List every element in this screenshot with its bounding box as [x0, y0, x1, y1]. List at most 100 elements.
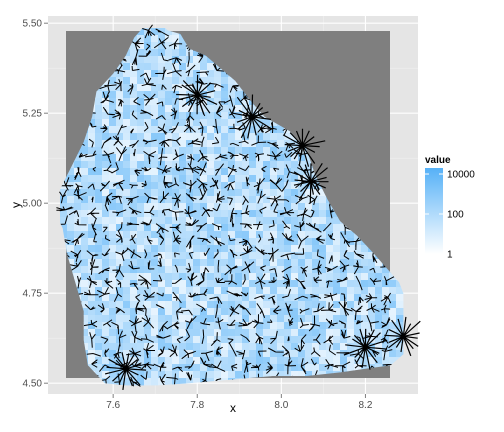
heatmap-tile: [214, 105, 222, 113]
heatmap-tile: [319, 266, 327, 274]
heatmap-tile: [95, 301, 103, 309]
heatmap-tile: [319, 350, 327, 358]
heatmap-tile: [172, 266, 180, 274]
heatmap-tile: [144, 119, 152, 127]
spoke-glyph: [381, 304, 391, 314]
heatmap-tile: [270, 147, 278, 155]
heatmap-tile: [81, 224, 89, 232]
heatmap-tile: [144, 182, 152, 190]
spoke-glyph: [270, 330, 278, 345]
heatmap-tile: [81, 252, 89, 260]
heatmap-tile: [340, 308, 348, 316]
spoke-glyph: [310, 209, 315, 218]
heatmap-tile: [228, 294, 236, 302]
heatmap-tile: [116, 294, 124, 302]
heatmap-tile: [151, 287, 159, 295]
spoke-glyph: [185, 262, 192, 273]
heatmap-tile: [123, 154, 131, 162]
spoke-glyph: [129, 282, 139, 290]
heatmap-tile: [270, 189, 278, 197]
heatmap-tile: [81, 294, 89, 302]
heatmap-tile: [137, 329, 145, 337]
spoke-glyph: [133, 148, 136, 157]
heatmap-tile: [221, 273, 229, 281]
heatmap-tile: [123, 343, 131, 351]
heatmap-tile: [228, 189, 236, 197]
spoke-glyph: [86, 250, 99, 264]
heatmap-tile: [396, 301, 404, 309]
heatmap-tile: [144, 364, 152, 372]
heatmap-tile: [326, 350, 334, 358]
heatmap-tile: [130, 77, 138, 85]
spoke-glyph: [188, 292, 199, 298]
heatmap-tile: [200, 315, 208, 323]
heatmap-tile: [144, 189, 152, 197]
heatmap-tile: [179, 329, 187, 337]
heatmap-tile: [144, 175, 152, 183]
spoke-glyph: [174, 264, 179, 273]
spoke-glyph: [104, 204, 109, 212]
spoke-glyph: [281, 179, 289, 193]
heatmap-tile: [151, 245, 159, 253]
heatmap-tile: [130, 210, 138, 218]
heatmap-tile: [137, 42, 145, 50]
spoke-glyph: [163, 175, 173, 189]
spoke-glyph: [267, 141, 280, 149]
spoke-glyph: [99, 180, 110, 192]
heatmap-tile: [263, 280, 271, 288]
heatmap-tile: [291, 301, 299, 309]
spoke-glyph: [358, 296, 364, 306]
heatmap-tile: [179, 245, 187, 253]
heatmap-tile: [179, 189, 187, 197]
spoke-glyph: [103, 164, 113, 174]
heatmap-tile: [319, 245, 327, 253]
heatmap-tile: [291, 161, 299, 169]
heatmap-tile: [165, 245, 173, 253]
heatmap-tile: [137, 91, 145, 99]
spoke-glyph: [128, 376, 141, 387]
heatmap-tile: [165, 196, 173, 204]
heatmap-tile: [123, 301, 131, 309]
heatmap-tile: [305, 217, 313, 225]
heatmap-tile: [319, 287, 327, 295]
spoke-glyph: [146, 235, 153, 245]
heatmap-tile: [200, 161, 208, 169]
heatmap-tile: [144, 105, 152, 113]
heatmap-tile: [319, 210, 327, 218]
heatmap-tile: [214, 280, 222, 288]
heatmap-tile: [312, 189, 320, 197]
heatmap-tile: [375, 357, 383, 365]
heatmap-tile: [207, 273, 215, 281]
spoke-glyph: [251, 314, 264, 329]
heatmap-tile: [109, 357, 117, 365]
spoke-glyph: [113, 64, 126, 75]
heatmap-tile: [158, 42, 166, 50]
spoke-glyph: [240, 223, 253, 230]
heatmap-tile: [172, 273, 180, 281]
heatmap-tile: [207, 210, 215, 218]
spoke-glyph: [185, 235, 195, 249]
heatmap-tile: [291, 329, 299, 337]
spoke-glyph: [199, 357, 213, 368]
spoke-glyph: [268, 232, 274, 244]
heatmap-tile: [81, 196, 89, 204]
heatmap-tile: [88, 126, 96, 134]
heatmap-tile: [277, 147, 285, 155]
heatmap-tile: [144, 203, 152, 211]
heatmap-tile: [67, 252, 75, 260]
spoke-glyph: [135, 301, 145, 314]
heatmap-tile: [130, 70, 138, 78]
heatmap-tile: [235, 98, 243, 106]
heatmap-tile: [81, 245, 89, 253]
heatmap-tile: [102, 119, 110, 127]
heatmap-tile: [137, 231, 145, 239]
heatmap-tile: [165, 378, 173, 386]
spoke-glyph: [350, 305, 363, 321]
heatmap-tile: [151, 189, 159, 197]
heatmap-tile: [347, 266, 355, 274]
heatmap-tile: [130, 336, 138, 344]
heatmap-tile: [193, 252, 201, 260]
heatmap-tile: [235, 238, 243, 246]
spoke-glyph: [185, 64, 196, 77]
heatmap-tile: [214, 70, 222, 78]
